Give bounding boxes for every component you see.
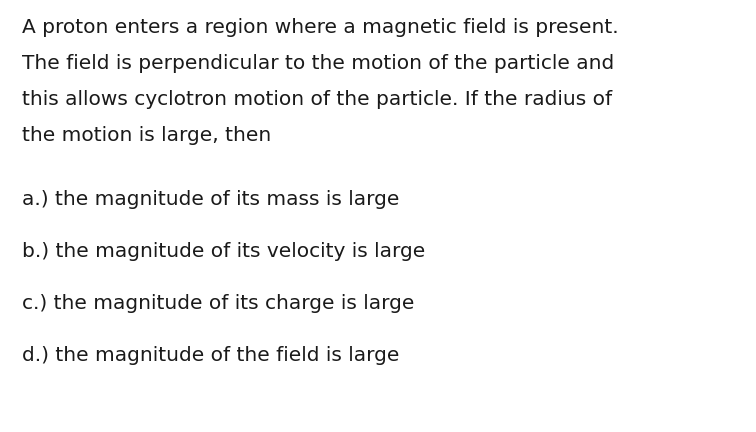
Text: d.) the magnitude of the field is large: d.) the magnitude of the field is large (22, 346, 399, 365)
Text: this allows cyclotron motion of the particle. If the radius of: this allows cyclotron motion of the part… (22, 90, 612, 109)
Text: the motion is large, then: the motion is large, then (22, 126, 271, 145)
Text: A proton enters a region where a magnetic field is present.: A proton enters a region where a magneti… (22, 18, 618, 37)
Text: b.) the magnitude of its velocity is large: b.) the magnitude of its velocity is lar… (22, 242, 425, 261)
Text: a.) the magnitude of its mass is large: a.) the magnitude of its mass is large (22, 190, 399, 209)
Text: The field is perpendicular to the motion of the particle and: The field is perpendicular to the motion… (22, 54, 614, 73)
Text: c.) the magnitude of its charge is large: c.) the magnitude of its charge is large (22, 294, 414, 313)
